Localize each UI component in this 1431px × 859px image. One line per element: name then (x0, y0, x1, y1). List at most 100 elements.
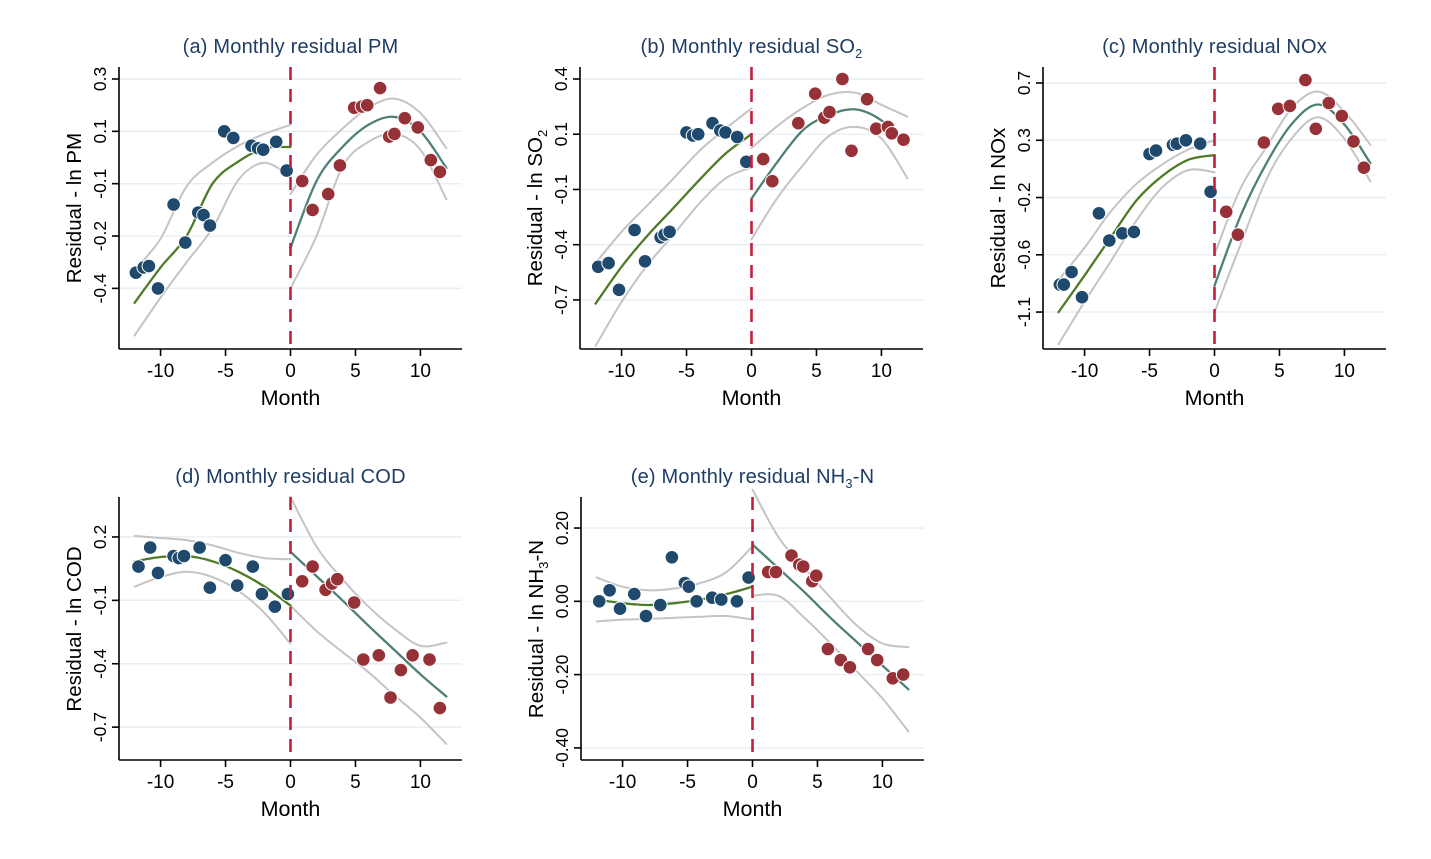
data-point-pre (681, 579, 697, 595)
c-post-fit-line (1213, 103, 1372, 287)
b-post-ci-upper (750, 90, 909, 149)
data-point-post (844, 143, 859, 159)
data-point-post (895, 667, 911, 682)
panel-d-x-axis-title: Month (260, 797, 321, 821)
data-point-post (842, 660, 858, 675)
panel-c-y-axis-title: Residual - ln NOx (986, 38, 1012, 378)
data-point-post (860, 641, 876, 657)
data-point-pre (591, 594, 607, 609)
data-point-post (294, 173, 310, 189)
y-tick-label: -0.20 (552, 654, 572, 694)
data-point-post (346, 595, 362, 610)
data-point-post (1346, 134, 1361, 149)
data-point-post (869, 652, 885, 668)
data-point-pre (226, 130, 241, 146)
data-point-pre (142, 540, 158, 555)
y-tick-label: -0.1 (551, 174, 571, 204)
d-post-ci-upper (289, 495, 448, 648)
panel-a: 0.3 0.1 -0.1 -0.2 -0.4 -10 -5 0 5 10 (90, 67, 462, 382)
d-pre-fit-line (133, 554, 292, 607)
data-point-pre (131, 559, 146, 574)
panel-a-title: (a) Monthly residual PM (81, 36, 501, 61)
data-point-post (330, 571, 345, 587)
panel-e-title-text: (e) Monthly residual NH (630, 466, 846, 488)
x-tick-label: -10 (1071, 361, 1098, 382)
x-tick-label: 10 (410, 361, 431, 382)
data-point-post (432, 164, 448, 180)
y-tick-label: -0.2 (1014, 182, 1034, 212)
panel-c-x-axis-title: Month (1184, 386, 1245, 410)
data-point-post (835, 71, 850, 87)
a-pre-ci-lower (133, 161, 292, 337)
data-point-pre (729, 129, 745, 145)
data-point-post (768, 564, 784, 580)
data-point-pre (601, 255, 616, 271)
a-post-ci-lower (289, 132, 448, 290)
panel-e-title: (e) Monthly residual NH3-N (543, 466, 963, 491)
panel-a-y-axis-title-text: Residual - ln PM (63, 132, 86, 284)
y-tick-label: 0.3 (1014, 128, 1034, 152)
panel-b: 0.4 0.1 -0.1 -0.4 -0.7 -10 -5 0 5 10 (551, 67, 923, 382)
data-point-pre (254, 586, 270, 602)
x-tick-label: 0 (746, 361, 757, 382)
e-pre-ci-lower (595, 614, 754, 623)
data-point-post (808, 568, 824, 584)
b-post-ci-lower (750, 125, 909, 241)
data-point-pre (627, 586, 642, 602)
data-point-post (1334, 108, 1350, 124)
y-tick-label: 0.1 (551, 122, 571, 146)
data-point-pre (653, 597, 668, 613)
e-post-ci-lower (751, 593, 910, 733)
a-pre-ci-upper (133, 123, 292, 271)
data-point-post (332, 158, 348, 173)
data-point-pre (1178, 133, 1194, 148)
y-tick-label: -0.7 (551, 285, 571, 315)
data-point-post (305, 559, 320, 574)
a-post-ci-upper (289, 97, 448, 196)
c-post-ci-lower (1213, 116, 1372, 314)
panel-e-y-axis-title-subscript: 3 (536, 561, 552, 569)
data-point-pre (202, 580, 218, 596)
panel-e-y-axis-title-text: Residual - ln NH (525, 568, 548, 718)
data-point-post (896, 132, 911, 147)
data-point-post (765, 173, 780, 189)
x-tick-label: -10 (609, 772, 636, 793)
c-pre-ci-upper (1057, 139, 1216, 281)
y-tick-label: 0.2 (90, 525, 110, 549)
panel-e: 0.20 0.00 -0.20 -0.40 -10 -5 0 5 10 (552, 488, 924, 793)
y-tick-label: 0.00 (552, 584, 572, 618)
data-point-pre (664, 550, 680, 565)
x-tick-label: 5 (811, 361, 822, 382)
data-point-post (795, 559, 811, 574)
panel-b-title: (b) Monthly residual SO2 (542, 36, 962, 61)
panel-a-title-text: (a) Monthly residual PM (182, 36, 399, 58)
data-point-pre (637, 253, 653, 269)
data-point-pre (612, 601, 628, 617)
data-point-post (1282, 98, 1298, 114)
y-tick-label: -0.4 (551, 229, 571, 259)
data-point-pre (638, 608, 654, 624)
y-tick-label: -0.2 (90, 221, 110, 251)
y-tick-label: 0.4 (551, 67, 571, 92)
e-pre-ci-upper (595, 545, 754, 592)
x-tick-label: 0 (285, 361, 296, 382)
data-point-post (410, 120, 426, 135)
y-tick-label: -0.40 (552, 728, 572, 768)
data-point-pre (662, 224, 677, 240)
panel-b-x-axis-title: Month (721, 386, 782, 410)
data-point-post (807, 86, 823, 101)
y-tick-label: -0.4 (90, 648, 110, 678)
data-point-pre (1148, 143, 1164, 158)
data-point-post (1298, 72, 1313, 88)
y-tick-label: -0.7 (90, 712, 110, 742)
data-point-post (884, 126, 900, 141)
a-post-fit-line (289, 115, 448, 249)
panel-d-title: (d) Monthly residual COD (81, 466, 501, 491)
panel-c-y-axis-title-text: Residual - ln NOx (987, 127, 1010, 289)
panel-b-title-text: (b) Monthly residual SO (640, 36, 856, 58)
x-tick-label: -5 (678, 361, 695, 382)
panel-e-y-axis-title-suffix: -N (525, 539, 548, 562)
x-tick-label: -10 (147, 361, 174, 382)
